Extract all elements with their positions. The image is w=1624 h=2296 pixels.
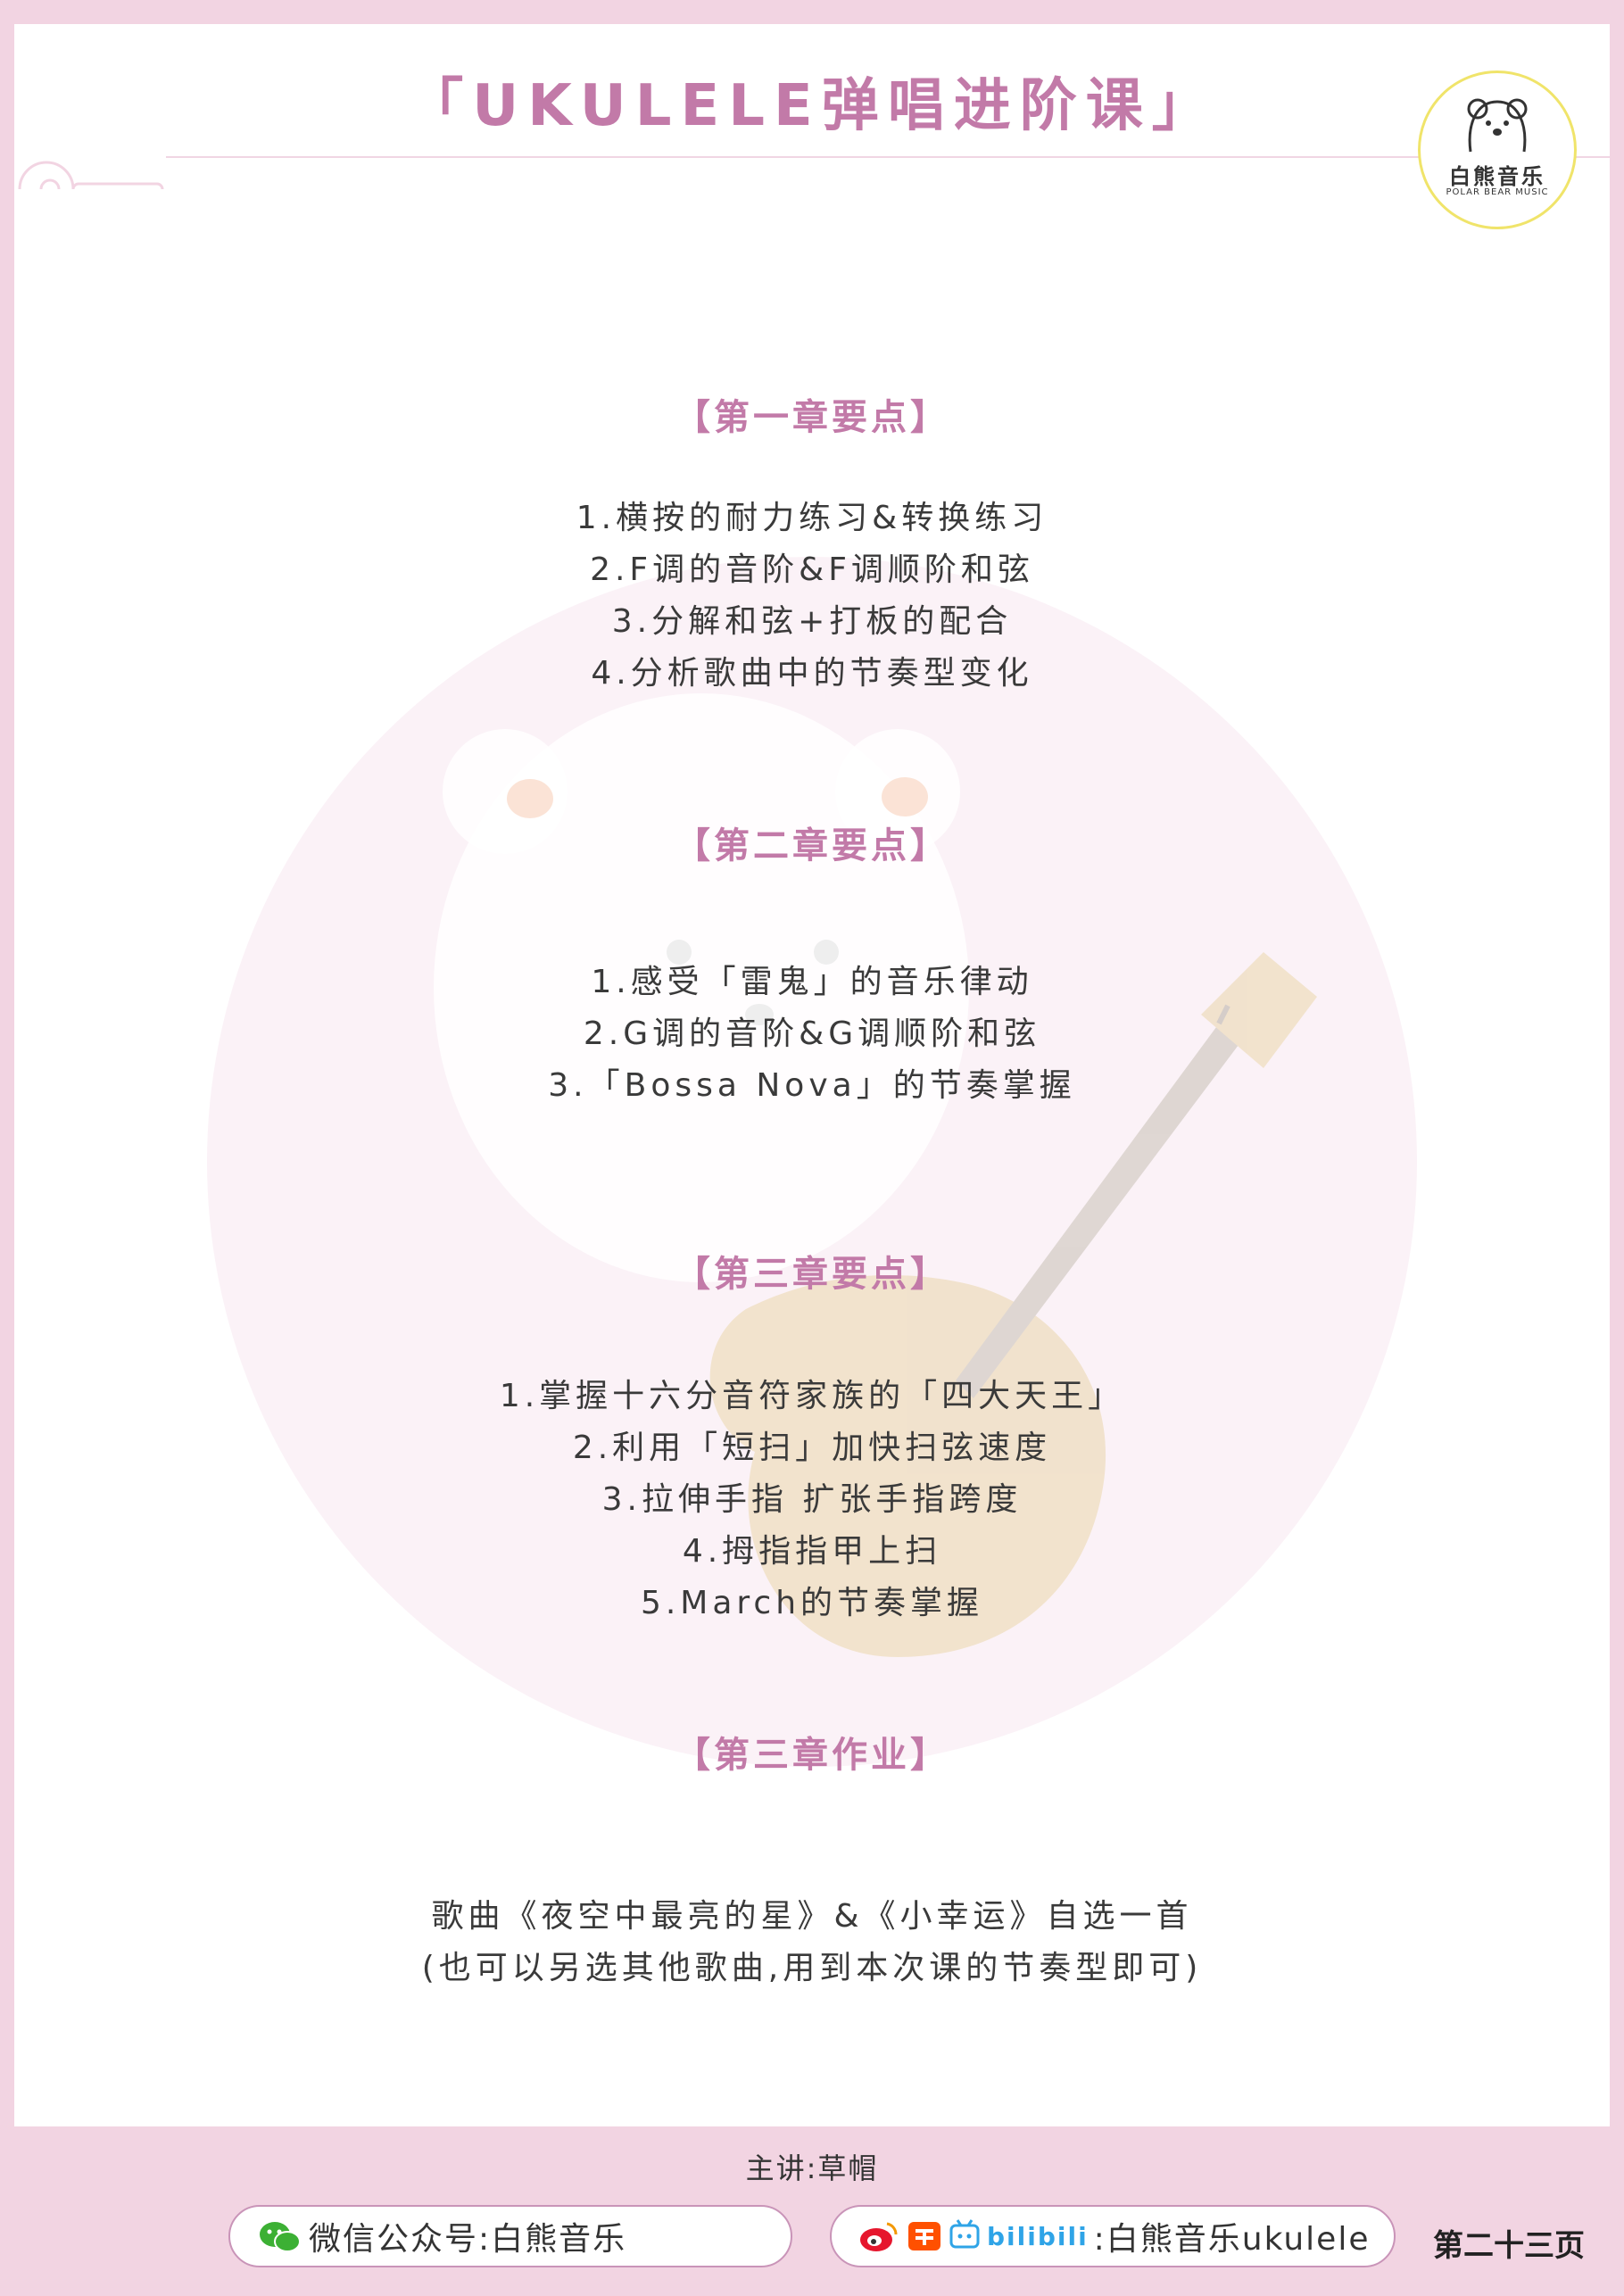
section-heading-chapter-1: 【第一章要点】 [675,397,949,438]
social-accounts-pill: bilibili :白熊音乐ukulele [830,2205,1396,2267]
footer: 主讲:草帽 微信公众号:白熊音乐 bilib [0,2126,1624,2296]
logo-name: 白熊音乐 [1449,164,1545,189]
list-item: 1.掌握十六分音符家族的「四大天王」 [499,1378,1125,1414]
lecturer-label: 主讲:草帽 [745,2151,879,2185]
wechat-account-label: 微信公众号:白熊音乐 [309,2221,627,2258]
bear-watermark [434,693,969,1282]
wechat-account-pill: 微信公众号:白熊音乐 [228,2205,792,2267]
section-list-chapter-2: 1.感受「雷鬼」的音乐律动 2.G调的音阶&G调顺阶和弦 3.「Bossa No… [14,957,1610,1112]
section-heading-chapter-2: 【第二章要点】 [675,825,949,866]
list-item: (也可以另选其他歌曲,用到本次课的节奏型即可) [421,1950,1203,1986]
section-list-homework: 歌曲《夜空中最亮的星》&《小幸运》自选一首 (也可以另选其他歌曲,用到本次课的节… [14,1891,1610,1994]
list-item: 4.分析歌曲中的节奏型变化 [591,655,1033,692]
ukulele-watermark [709,952,1317,1657]
brand-logo: 白熊音乐 POLAR BEAR MUSIC [1418,70,1577,229]
weibo-icon [860,2222,898,2251]
section-list-chapter-1: 1.横按的耐力练习&转换练习 2.F调的音阶&F调顺阶和弦 3.分解和弦+打板的… [14,493,1610,700]
bilibili-wordmark: bilibili [987,2221,1089,2251]
social-account-label: :白熊音乐ukulele [1093,2221,1371,2258]
document-page: 「UKULELE弹唱进阶课」 白熊音乐 POLAR BEAR MUSIC 【第一… [14,24,1610,2126]
list-item: 2.G调的音阶&G调顺阶和弦 [583,1015,1041,1052]
list-item: 2.利用「短扫」加快扫弦速度 [572,1430,1052,1466]
header-divider [166,156,1610,158]
list-item: 1.横按的耐力练习&转换练习 [576,500,1048,536]
page-title: 「UKULELE弹唱进阶课」 [406,73,1218,139]
ukulele-icon [18,161,164,189]
section-heading-homework: 【第三章作业】 [675,1735,949,1776]
wechat-icon [260,2222,301,2252]
background-illustration [207,557,1417,1767]
taobao-icon [908,2222,940,2250]
list-item: 歌曲《夜空中最亮的星》&《小幸运》自选一首 [431,1898,1193,1935]
section-heading-chapter-3: 【第三章要点】 [675,1254,949,1295]
list-item: 1.感受「雷鬼」的音乐律动 [591,964,1033,1000]
list-item: 2.F调的音阶&F调顺阶和弦 [590,551,1034,588]
logo-subtitle: POLAR BEAR MUSIC [1446,187,1549,197]
list-item: 3.分解和弦+打板的配合 [611,603,1013,640]
section-list-chapter-3: 1.掌握十六分音符家族的「四大天王」 2.利用「短扫」加快扫弦速度 3.拉伸手指… [14,1371,1610,1629]
page-number: 第二十三页 [1433,2228,1585,2264]
polar-bear-logo [1467,98,1528,153]
list-item: 3.拉伸手指 扩张手指跨度 [601,1481,1023,1518]
list-item: 3.「Bossa Nova」的节奏掌握 [548,1067,1076,1104]
bilibili-icon [949,2219,980,2249]
list-item: 5.March的节奏掌握 [640,1585,984,1621]
list-item: 4.拇指指甲上扫 [682,1533,942,1570]
